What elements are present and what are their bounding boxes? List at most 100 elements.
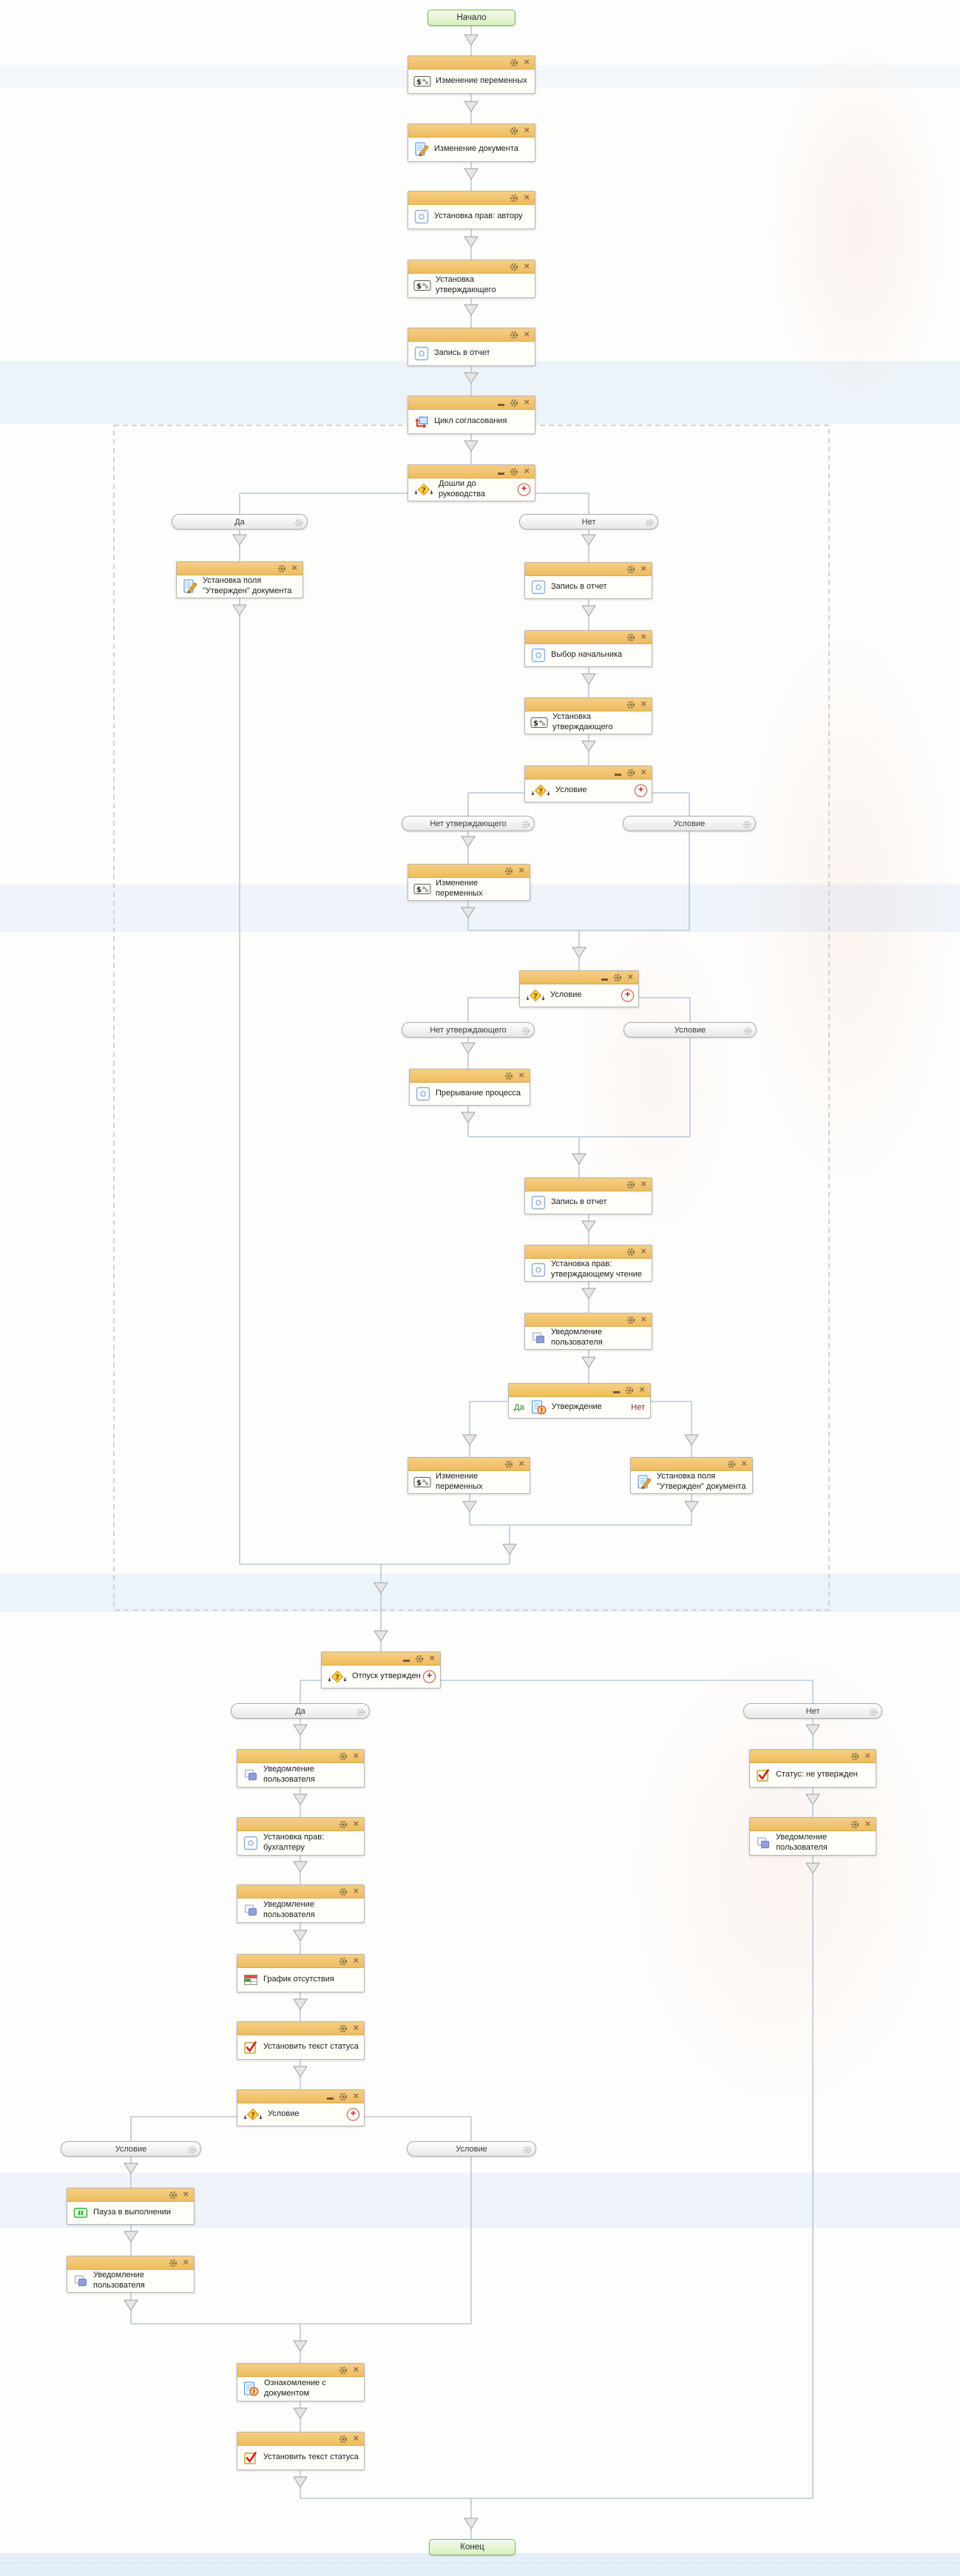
close-icon[interactable]: ×	[741, 1458, 747, 1469]
gear-icon[interactable]	[510, 399, 518, 408]
condition-vacation-approved[interactable]: ×? Отпуск утвержден +	[321, 1652, 441, 1688]
gear-icon[interactable]	[510, 331, 518, 339]
add-branch-button[interactable]: +	[635, 784, 647, 797]
task-approval[interactable]: × Да! Утверждение Нет	[508, 1383, 651, 1419]
close-icon[interactable]: ×	[640, 631, 646, 642]
close-icon[interactable]: ×	[183, 2256, 189, 2268]
close-icon[interactable]: ×	[353, 1818, 359, 1829]
add-branch-button[interactable]: +	[518, 483, 530, 496]
gear-icon[interactable]	[521, 1026, 530, 1041]
activity-notify-user-4[interactable]: × Уведомление пользователя	[67, 2256, 195, 2293]
close-icon[interactable]: ×	[524, 260, 530, 271]
add-branch-button[interactable]: +	[621, 989, 634, 1002]
close-icon[interactable]: ×	[640, 698, 646, 709]
gear-icon[interactable]	[510, 263, 518, 271]
close-icon[interactable]: ×	[353, 2433, 359, 2444]
close-icon[interactable]: ×	[183, 2188, 189, 2200]
gear-icon[interactable]	[626, 700, 635, 709]
gear-icon[interactable]	[294, 518, 303, 533]
close-icon[interactable]: ×	[640, 1178, 646, 1189]
activity-set-approved-field-1[interactable]: × Установка поля "Утвержден" документа	[176, 561, 303, 598]
branch-no-2[interactable]: Нет	[743, 1703, 882, 1719]
add-branch-button[interactable]: +	[347, 2108, 359, 2121]
activity-set-rights-approver-read[interactable]: × Установка прав: утверждающему чтение	[524, 1245, 652, 1282]
minimize-icon[interactable]	[613, 1391, 621, 1393]
activity-status-not-approved[interactable]: × Статус: не утвержден	[749, 1749, 876, 1788]
gear-icon[interactable]	[626, 1316, 635, 1325]
condition-2[interactable]: ×? Условие +	[519, 970, 639, 1007]
end[interactable]: Конец	[429, 2539, 516, 2555]
activity-notify-user-5[interactable]: × Уведомление пользователя	[749, 1817, 876, 1856]
gear-icon[interactable]	[504, 1072, 513, 1081]
gear-icon[interactable]	[339, 2024, 348, 2033]
branch-no-approver-1[interactable]: Нет утверждающего	[402, 816, 535, 831]
gear-icon[interactable]	[504, 867, 513, 876]
close-icon[interactable]: ×	[353, 1955, 359, 1966]
activity-notify-user-1[interactable]: × Уведомление пользователя	[524, 1313, 652, 1350]
minimize-icon[interactable]	[498, 404, 505, 406]
minimize-icon[interactable]	[403, 1660, 410, 1662]
activity-set-approved-field-2[interactable]: × Установка поля "Утвержден" документа	[630, 1457, 753, 1494]
gear-icon[interactable]	[510, 194, 518, 203]
close-icon[interactable]: ×	[640, 563, 646, 574]
gear-icon[interactable]	[626, 1180, 635, 1189]
gear-icon[interactable]	[339, 1752, 348, 1761]
gear-icon[interactable]	[188, 2145, 197, 2160]
close-icon[interactable]: ×	[518, 1458, 524, 1469]
gear-icon[interactable]	[339, 2092, 348, 2101]
gear-icon[interactable]	[510, 58, 518, 67]
branch-condition-1[interactable]: Условие	[623, 816, 756, 831]
branch-yes-2[interactable]: Да	[231, 1703, 370, 1719]
close-icon[interactable]: ×	[353, 2090, 359, 2101]
close-icon[interactable]: ×	[524, 56, 530, 67]
activity-change-variables-1[interactable]: × $ a b Изменение переменных	[408, 55, 535, 94]
gear-icon[interactable]	[851, 1820, 859, 1829]
gear-icon[interactable]	[626, 633, 635, 642]
close-icon[interactable]: ×	[524, 465, 530, 476]
add-branch-button[interactable]: +	[423, 1670, 436, 1683]
activity-approval-loop[interactable]: × Цикл согласования	[408, 396, 535, 434]
gear-icon[interactable]	[626, 768, 635, 777]
gear-icon[interactable]	[869, 1707, 878, 1722]
close-icon[interactable]: ×	[639, 1384, 645, 1395]
close-icon[interactable]: ×	[353, 1885, 359, 1896]
gear-icon[interactable]	[851, 1752, 859, 1761]
gear-icon[interactable]	[169, 2259, 178, 2268]
gear-icon[interactable]	[339, 1820, 348, 1829]
minimize-icon[interactable]	[601, 978, 609, 981]
close-icon[interactable]: ×	[429, 1652, 435, 1663]
activity-set-rights-author[interactable]: × Установка прав: автору	[408, 191, 535, 229]
gear-icon[interactable]	[645, 518, 654, 533]
gear-icon[interactable]	[510, 467, 518, 476]
gear-icon[interactable]	[510, 126, 518, 135]
branch-condition-2[interactable]: Условие	[623, 1022, 757, 1038]
start[interactable]: Начало	[427, 10, 516, 26]
close-icon[interactable]: ×	[640, 766, 646, 777]
activity-pause-execution[interactable]: × Пауза в выполнении	[67, 2188, 195, 2225]
activity-report-entry-1[interactable]: × Запись в отчет	[408, 328, 535, 366]
close-icon[interactable]: ×	[353, 2364, 359, 2375]
gear-icon[interactable]	[169, 2191, 178, 2200]
close-icon[interactable]: ×	[640, 1245, 646, 1257]
branch-condition-4[interactable]: Условие	[407, 2141, 536, 2157]
activity-choose-boss[interactable]: × Выбор начальника	[524, 630, 652, 667]
activity-notify-user-3[interactable]: × Уведомление пользователя	[237, 1884, 365, 1923]
gear-icon[interactable]	[743, 1026, 752, 1041]
gear-icon[interactable]	[277, 564, 286, 573]
condition-1[interactable]: ×? Условие +	[524, 765, 652, 802]
close-icon[interactable]: ×	[524, 192, 530, 203]
activity-absence-schedule[interactable]: × График отсутствия	[237, 1954, 365, 1992]
gear-icon[interactable]	[339, 2435, 348, 2444]
close-icon[interactable]: ×	[524, 396, 530, 408]
activity-interrupt-process[interactable]: × Прерывание процесса	[409, 1069, 530, 1106]
minimize-icon[interactable]	[498, 473, 505, 475]
close-icon[interactable]: ×	[353, 1750, 359, 1761]
gear-icon[interactable]	[504, 1460, 513, 1469]
activity-report-entry-2[interactable]: × Запись в отчет	[524, 562, 652, 599]
activity-set-rights-accountant[interactable]: × Установка прав: бухгалтеру	[237, 1817, 365, 1856]
close-icon[interactable]: ×	[291, 562, 297, 573]
activity-change-document[interactable]: × Изменение документа	[408, 124, 535, 162]
gear-icon[interactable]	[339, 1887, 348, 1896]
gear-icon[interactable]	[625, 1386, 634, 1395]
